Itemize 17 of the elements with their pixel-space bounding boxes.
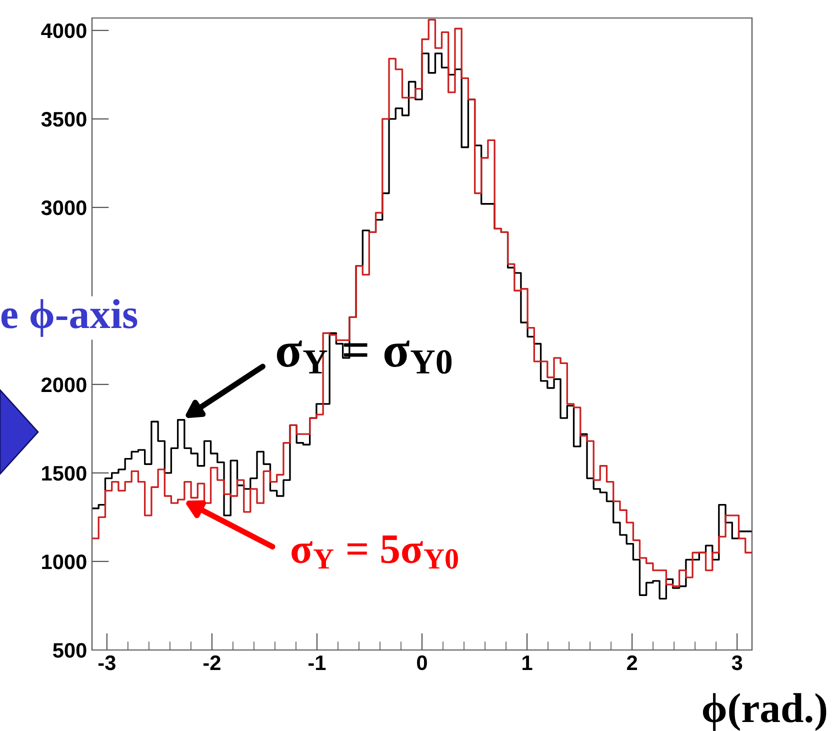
y-tick-label: 4000 [41, 23, 86, 38]
x-tick-label: -3 [98, 655, 116, 670]
x-tick-label: 3 [732, 655, 742, 670]
annotation: e ϕ-axis [1, 299, 138, 337]
y-tick-label: 3500 [41, 112, 86, 127]
y-tick-label: 1000 [42, 554, 86, 570]
y-tick-label: 1500 [42, 466, 86, 481]
annotation: σ$_{Y}$ = 5σ$_{Y0}$ [292, 536, 458, 569]
x-tick-label: 1 [522, 656, 532, 670]
x-tick-label: 0 [417, 655, 427, 670]
y-tick-label: 3000 [41, 200, 86, 216]
y-tick-label: 2000 [42, 377, 86, 392]
x-tick-label: 2 [626, 655, 638, 670]
x-tick-label: -1 [308, 656, 326, 670]
x-tick-label: -2 [203, 655, 220, 670]
y-tick-label: 500 [53, 643, 86, 658]
x-axis-title: ϕ(rad.) [702, 693, 826, 731]
